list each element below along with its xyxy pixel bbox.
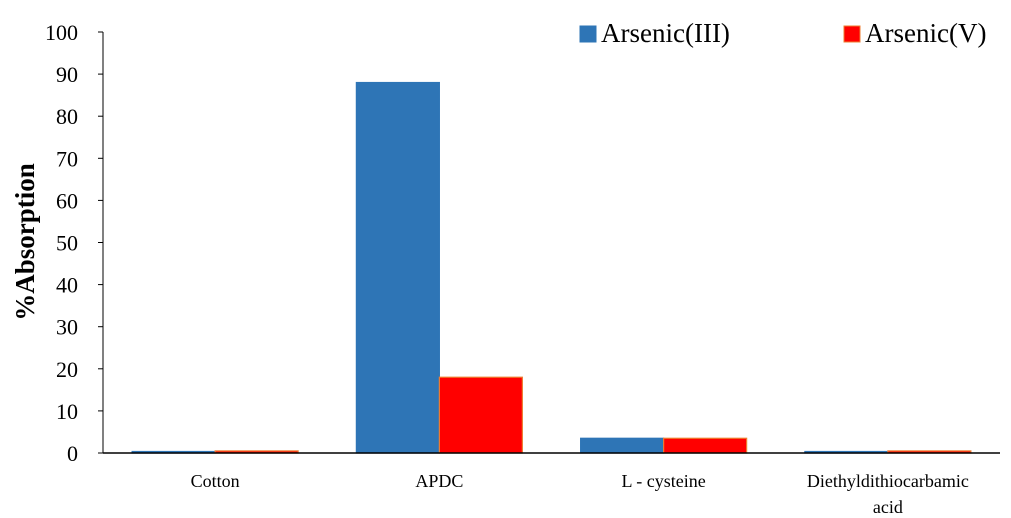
legend-swatch	[843, 25, 861, 43]
x-tick-label: L - cysteine	[621, 471, 705, 491]
bar-arsenic-iii	[580, 437, 665, 454]
y-axis-label: %Absorption	[10, 163, 40, 321]
y-tick-label: 30	[56, 315, 78, 340]
x-tick-label: Cotton	[191, 471, 240, 491]
legend: Arsenic(III) Arsenic(V)	[579, 18, 986, 48]
bar-arsenic-iii	[355, 81, 440, 454]
y-tick-label: 70	[56, 146, 78, 171]
x-tick-label: APDC	[415, 471, 463, 491]
legend-label: Arsenic(V)	[865, 18, 986, 48]
bars	[131, 81, 972, 454]
y-tick-label: 80	[56, 104, 78, 129]
x-axis: Cotton APDC L - cysteine Diethyldithiocarba…	[103, 452, 1000, 517]
y-tick-label: 20	[56, 357, 78, 382]
y-tick-label: 0	[67, 441, 78, 466]
bar-arsenic-v	[438, 376, 523, 454]
legend-swatch	[579, 25, 597, 43]
y-tick-label: 10	[56, 399, 78, 424]
y-tick-label: 40	[56, 273, 78, 298]
y-axis: 0 10 20 30 40 50 60 70 80 90 100	[45, 20, 104, 466]
legend-label: Arsenic(III)	[601, 18, 730, 48]
x-tick-label: Diethyldithiocarbamic	[807, 471, 969, 491]
x-tick-label: acid	[873, 497, 903, 517]
y-tick-label: 90	[56, 62, 78, 87]
y-tick-label: 50	[56, 231, 78, 256]
bar-arsenic-v	[663, 437, 748, 454]
y-tick-label: 60	[56, 188, 78, 213]
y-tick-label: 100	[45, 20, 78, 45]
